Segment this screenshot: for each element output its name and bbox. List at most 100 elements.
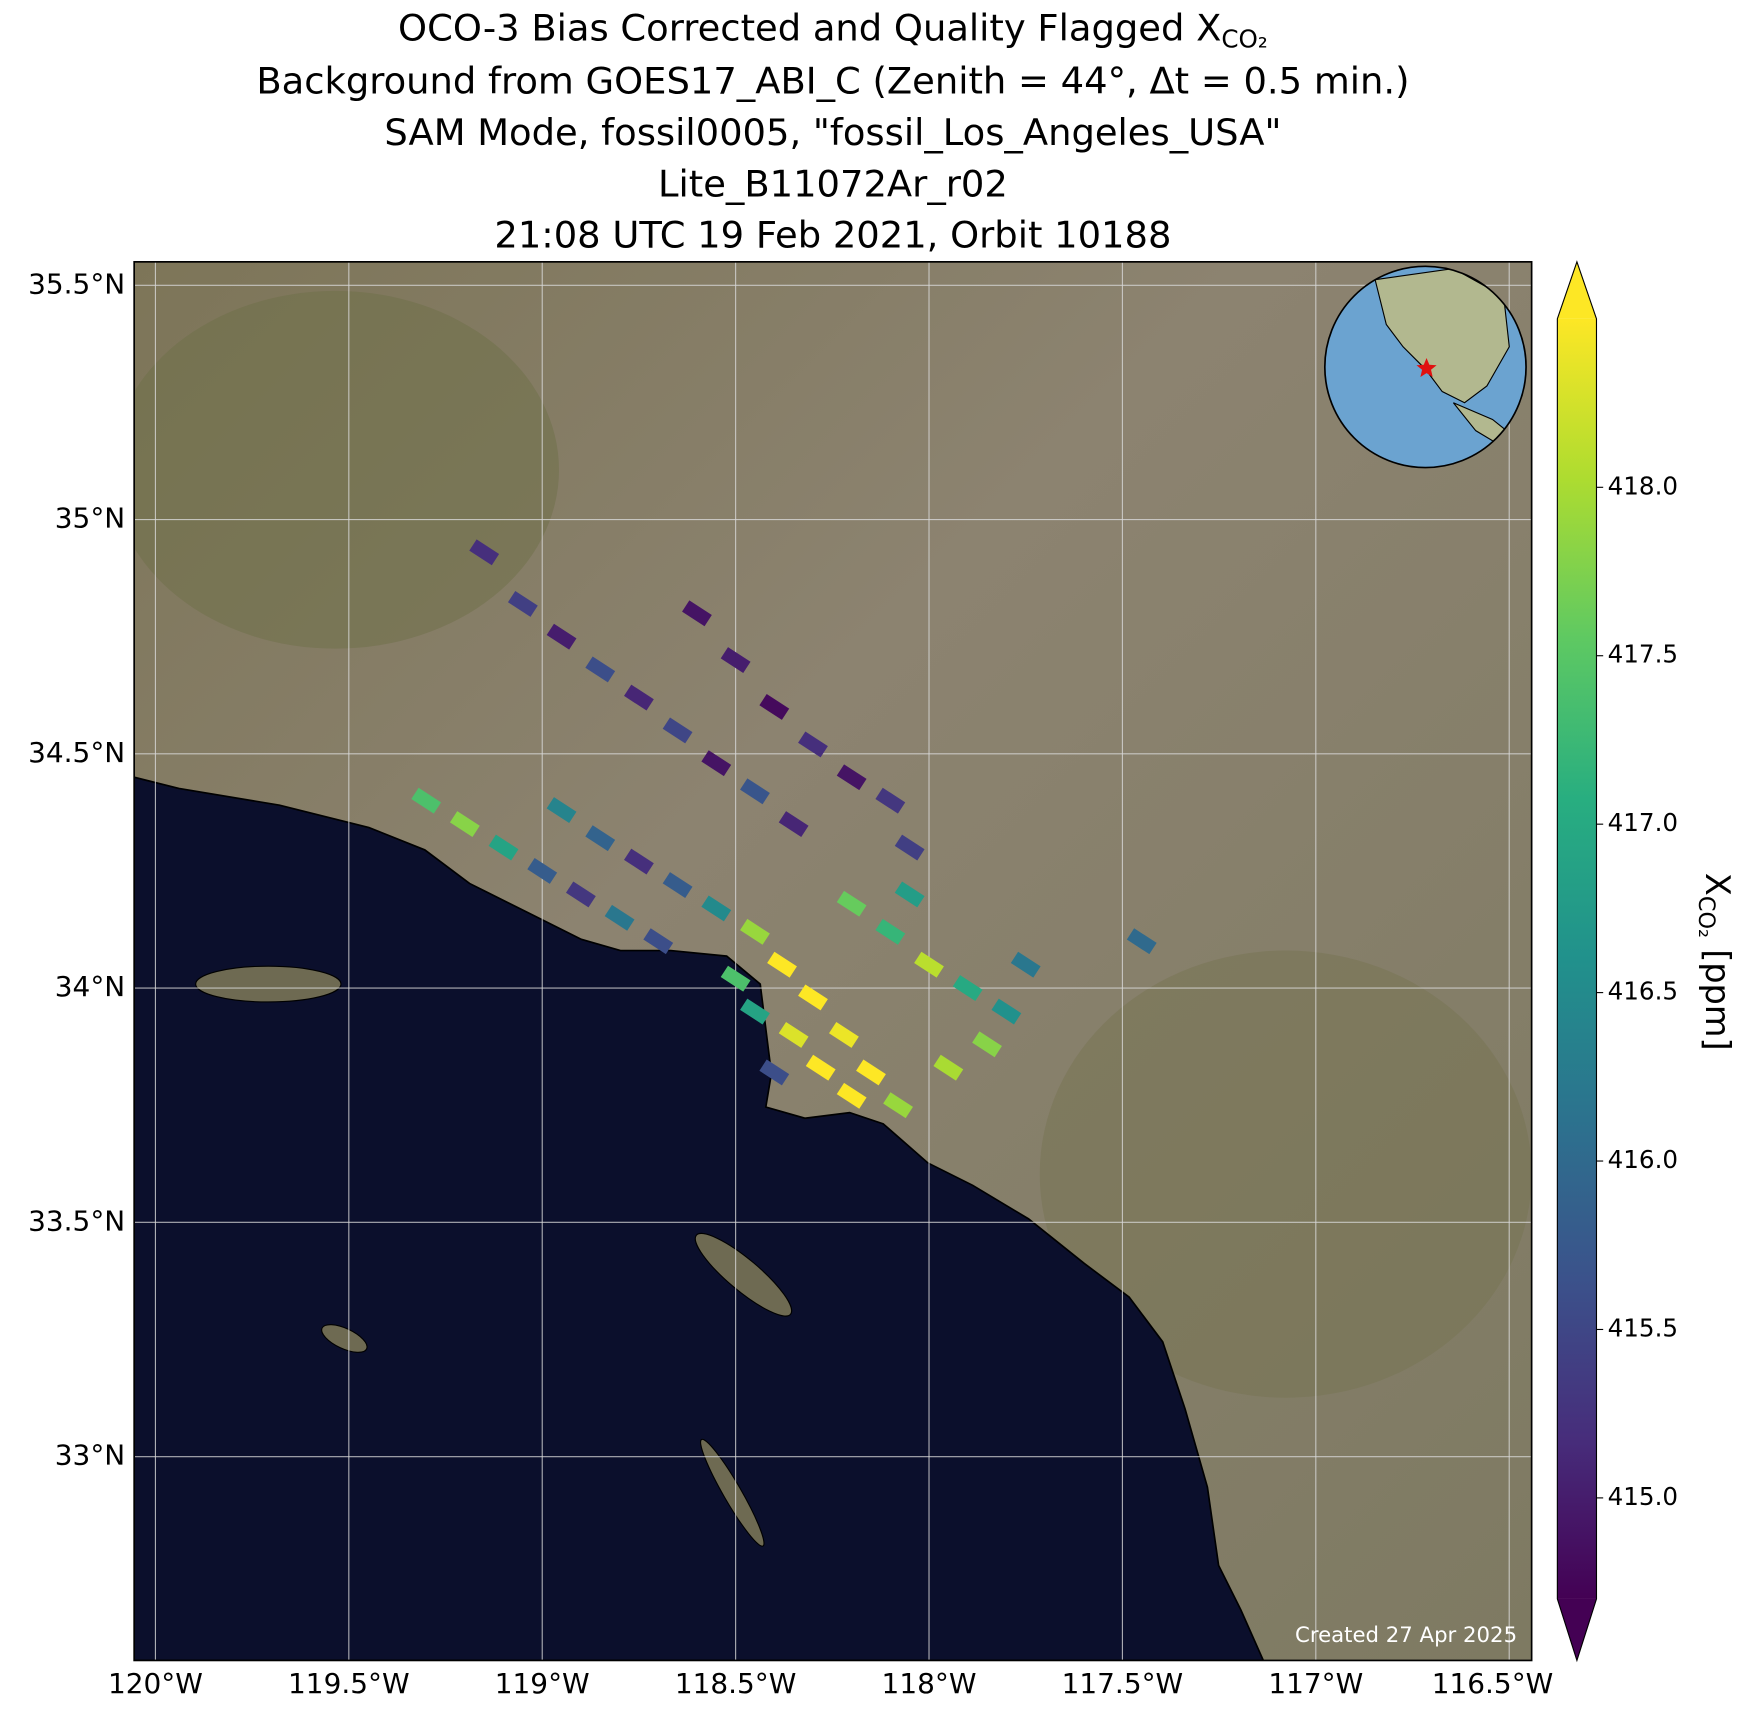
x-tick-label: 119°W (495, 1667, 590, 1700)
x-tick-label: 119.5°W (288, 1667, 410, 1700)
sounding (701, 750, 732, 777)
sounding (991, 998, 1022, 1025)
sounding (836, 890, 867, 917)
colorbar-tick-label: 417.5 (1608, 640, 1678, 669)
colorbar-tick-label: 417.0 (1608, 808, 1678, 837)
island (694, 1232, 793, 1317)
subtitle: Background from GOES17_ABI_C (Zenith = 4… (256, 59, 1409, 102)
sounding (507, 590, 538, 617)
sounding (798, 731, 828, 758)
sounding (585, 656, 616, 683)
sounding (767, 951, 797, 978)
sounding (952, 975, 983, 1002)
colorbar-tick-label: 416.5 (1608, 977, 1678, 1006)
colorbar-tick-label: 415.5 (1608, 1313, 1678, 1342)
globe-outline (1323, 265, 1527, 469)
y-tick-label: 35°N (55, 502, 125, 535)
sounding (759, 1059, 790, 1086)
sounding (778, 811, 809, 838)
x-tick-label: 116.5°W (1432, 1667, 1554, 1700)
sounding (1010, 951, 1041, 978)
sounding (836, 764, 867, 791)
subtitles: Background from GOES17_ABI_C (Zenith = 4… (256, 59, 1409, 256)
basemap (134, 261, 1532, 1661)
island (195, 965, 342, 1003)
cbar-label-sub: CO₂ (1694, 896, 1720, 938)
sounding (565, 881, 596, 908)
chart-title: OCO-3 Bias Corrected and Quality Flagged… (398, 6, 1268, 54)
x-tick-label: 117°W (1268, 1667, 1363, 1700)
subtitle: Lite_B11072Ar_r02 (658, 162, 1008, 205)
sounding (624, 684, 654, 711)
sounding (856, 1059, 886, 1086)
colorbar-extend-min (1557, 1598, 1597, 1661)
sounding (682, 600, 712, 627)
colorbar-tick-label: 416.0 (1608, 1145, 1678, 1174)
credit: Created 27 Apr 2025 (1295, 1623, 1517, 1648)
inset-globe (1323, 265, 1527, 469)
cbar-label-main: X (1699, 873, 1738, 896)
mountains (134, 290, 559, 649)
subtitle: 21:08 UTC 19 Feb 2021, Orbit 10188 (494, 214, 1171, 257)
sounding (449, 811, 480, 838)
sounding (875, 918, 906, 945)
sounding (1126, 928, 1157, 955)
sounding (740, 778, 770, 805)
sounding (829, 1022, 859, 1048)
sounding (720, 647, 751, 674)
y-tick-label: 34.5°N (28, 736, 125, 769)
sounding (740, 998, 770, 1025)
sounding (527, 858, 558, 884)
sounding (798, 984, 828, 1011)
colorbar-extend-max (1557, 261, 1597, 319)
title-main: OCO-3 Bias Corrected and Quality Flagged… (398, 6, 1221, 49)
sounding (701, 895, 732, 922)
colorbar: 415.0 415.5 416.0 416.5 417.0 417.5 418.0 (1556, 260, 1678, 1663)
y-tick-label: 33°N (55, 1439, 125, 1472)
x-tick-label: 118.5°W (675, 1667, 797, 1700)
title-sub: CO₂ (1221, 24, 1267, 53)
gridlines (134, 261, 1532, 1661)
sounding (883, 1092, 913, 1119)
sounding (469, 539, 500, 566)
colorbar-outline (1556, 260, 1598, 1663)
sounding (643, 928, 674, 955)
x-tick-label: 120°W (108, 1667, 203, 1700)
sounding (805, 1054, 836, 1081)
sounding (972, 1031, 1002, 1058)
sounding (662, 872, 693, 898)
sounding (624, 848, 654, 875)
sounding (778, 1022, 809, 1048)
sounding (546, 623, 577, 650)
x-tick-label: 118°W (882, 1667, 977, 1700)
colorbar-tick-label: 415.0 (1608, 1482, 1678, 1511)
mountains (1039, 950, 1532, 1398)
island (700, 1438, 765, 1547)
site-star (1416, 357, 1437, 378)
sounding (836, 1082, 867, 1109)
sounding (740, 918, 770, 945)
colorbar-tick-label: 418.0 (1608, 471, 1678, 500)
sounding (662, 717, 693, 744)
colorbar-label: XCO₂ [ppm] (1694, 873, 1738, 1051)
y-tick-label: 33.5°N (28, 1204, 125, 1237)
y-tick-label: 34°N (55, 970, 125, 1003)
sounding (546, 797, 577, 823)
sounding (933, 1054, 964, 1081)
sounding (759, 694, 790, 720)
sounding (875, 787, 906, 814)
colorbar-body (1557, 318, 1597, 1599)
ocean (134, 776, 1265, 1661)
cbar-label-unit: [ppm] (1699, 949, 1738, 1050)
x-tick-label: 117.5°W (1062, 1667, 1184, 1700)
sounding (720, 965, 751, 992)
sounding (914, 951, 944, 978)
sounding (411, 787, 442, 814)
plot-frame (133, 261, 1533, 1662)
sounding (488, 834, 519, 861)
sounding (585, 825, 616, 852)
soundings (411, 539, 1157, 1119)
sounding (894, 834, 925, 861)
